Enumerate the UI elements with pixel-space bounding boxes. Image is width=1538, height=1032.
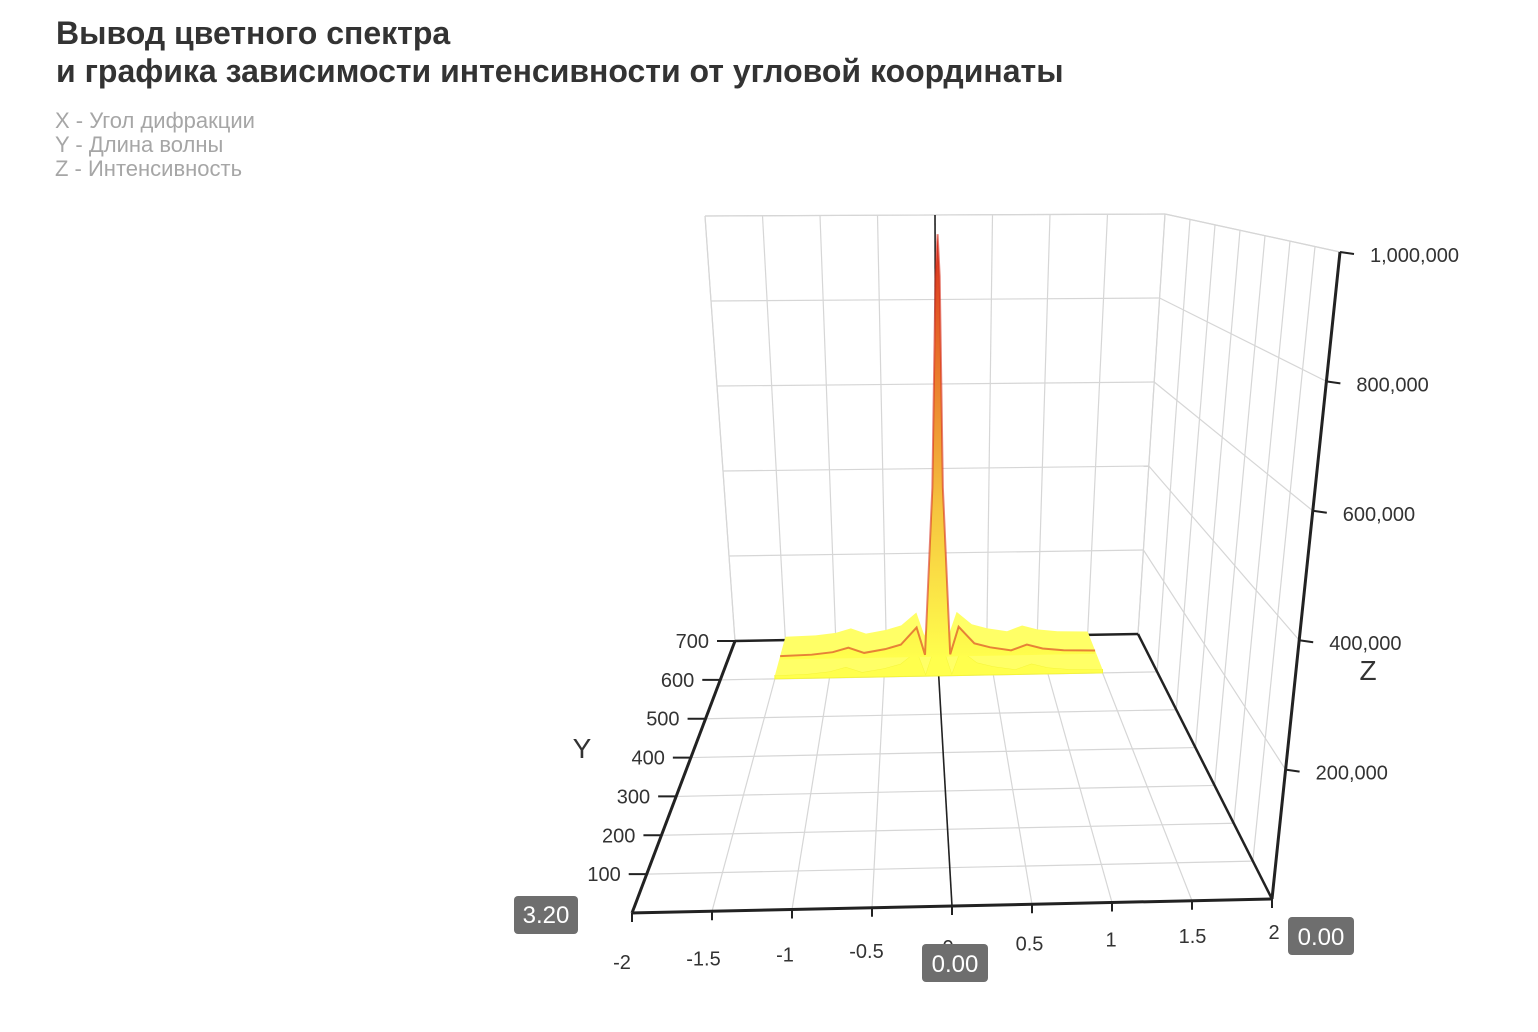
x-tick-label: -1.5 [686, 948, 720, 970]
right-grid-y [1195, 230, 1240, 747]
x-tick-label: 1 [1105, 930, 1116, 952]
right-grid-y [1215, 236, 1265, 786]
y-tick-label: 500 [646, 709, 679, 731]
z-axis-name: Z [1359, 655, 1376, 686]
x-zero-floor-line [937, 638, 953, 907]
z-tick-mark [1326, 381, 1340, 383]
x-tick-label: -0.5 [849, 941, 883, 963]
z-tick-label: 1,000,000 [1370, 245, 1459, 267]
floor-grid-x [792, 639, 836, 909]
grid-layer [632, 214, 1340, 913]
back-grid-x [763, 216, 786, 640]
y-tick-label: 400 [631, 748, 664, 770]
y-value-badge: 3.20 [514, 896, 578, 934]
right-grid-z [1154, 382, 1313, 511]
z-tick-label: 400,000 [1329, 633, 1401, 655]
right-grid-z [1160, 298, 1327, 381]
z-tick-mark [1340, 252, 1354, 254]
floor-grid-x [712, 640, 785, 911]
x-tick-label: 2 [1268, 922, 1279, 944]
right-grid-z [1143, 550, 1285, 770]
back-grid-x [987, 215, 993, 637]
x-value-label: 0.00 [932, 951, 979, 978]
right-grid-y [1138, 214, 1165, 634]
z-tick-label: 800,000 [1356, 374, 1428, 396]
z-tick-label: 600,000 [1343, 504, 1415, 526]
x-tick-label: -1 [776, 945, 794, 967]
z-tick-mark [1313, 511, 1327, 513]
y-tick-label: 700 [676, 631, 709, 653]
right-grid-y [1234, 241, 1290, 823]
z-value-label: 0.00 [1298, 924, 1345, 951]
x-tick-label: 0.5 [1016, 933, 1044, 955]
y-tick-label: 300 [617, 786, 650, 808]
floor-grid-x [872, 638, 886, 907]
right-grid-z [1149, 466, 1299, 640]
back-grid-x [878, 215, 887, 638]
back-grid-x [820, 216, 836, 640]
right-grid-y [1253, 247, 1315, 862]
z-tick-mark [1299, 640, 1313, 642]
floor-grid-x [1088, 635, 1192, 901]
surface-layer [775, 234, 1103, 679]
floor-grid-x [1037, 636, 1112, 903]
y-tick-label: 100 [587, 864, 620, 886]
y-axis-name: Y [573, 733, 592, 764]
right-grid-y [1176, 225, 1215, 710]
floor-grid-x [987, 637, 1032, 905]
x-tick-label: -2 [613, 952, 631, 974]
y-tick-label: 200 [602, 825, 635, 847]
back-left-edge [705, 216, 735, 641]
z-tick-label: 200,000 [1316, 763, 1388, 785]
x-tick-label: 1.5 [1179, 926, 1207, 948]
right-top-edge [1165, 214, 1340, 252]
floor-right-edge [1138, 634, 1272, 899]
y-value-label: 3.20 [523, 902, 570, 929]
z-tick-mark [1286, 770, 1300, 772]
x-value-badge: 0.00 [922, 944, 988, 982]
back-grid-x [1088, 214, 1108, 635]
y-tick-label: 600 [661, 670, 694, 692]
back-grid-x [1037, 215, 1050, 636]
z-value-badge: 0.00 [1288, 917, 1354, 955]
